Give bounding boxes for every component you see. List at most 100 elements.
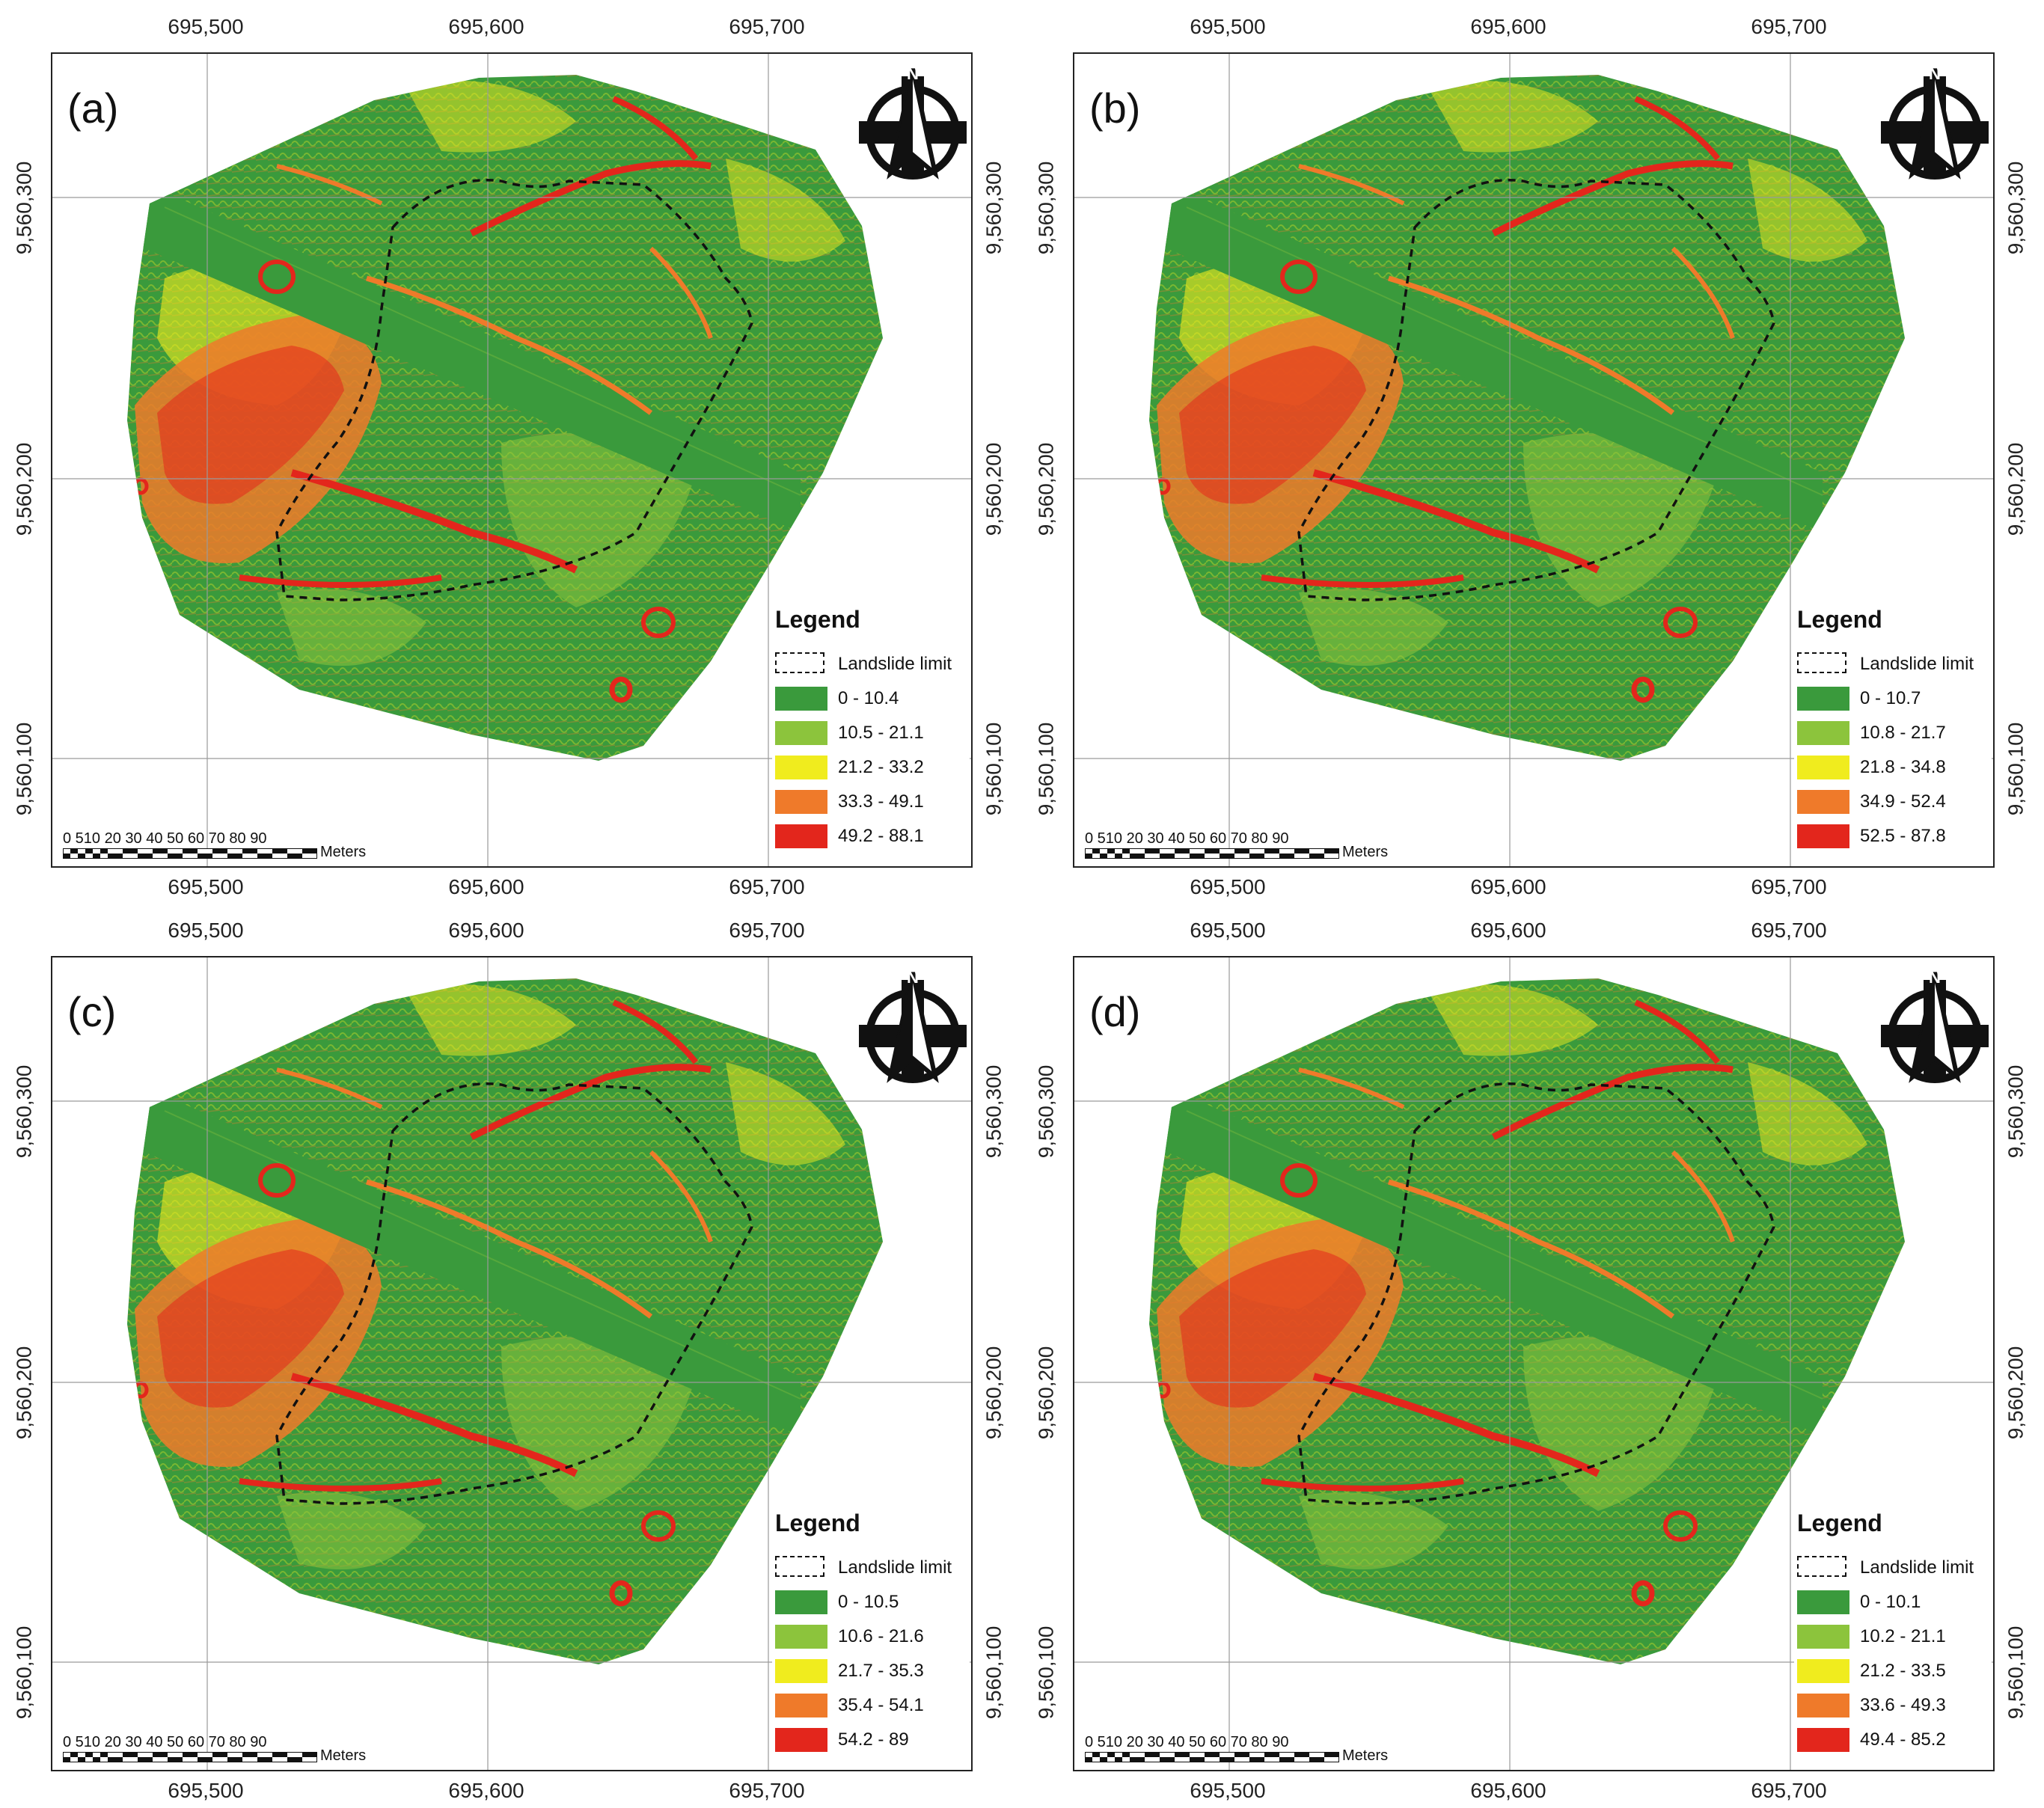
x-tick-top: 695,600 (1470, 919, 1546, 942)
map-panel-3: 695,500 695,600 695,700 695,500 695,600 … (0, 904, 1022, 1807)
scale-segment (302, 1752, 317, 1757)
legend-label: 54.2 - 89 (838, 1729, 909, 1750)
x-tick-bottom: 695,600 (1470, 875, 1546, 898)
y-tick-right: 9,560,300 (2004, 161, 2028, 255)
legend-label: 33.3 - 49.1 (838, 791, 924, 812)
scale-segment (1122, 848, 1130, 854)
legend-label: 49.2 - 88.1 (838, 826, 924, 846)
legend-swatch (775, 1590, 827, 1614)
y-tick-right: 9,560,200 (982, 1346, 1006, 1440)
scale-segment (108, 1757, 123, 1762)
scale-segment (1115, 854, 1122, 859)
scale-segment (212, 848, 227, 854)
scale-segment (1100, 1757, 1107, 1762)
y-tick-left: 9,560,200 (1034, 442, 1058, 536)
scale-segment (257, 854, 272, 859)
legend-item-class2: 10.5 - 21.1 (772, 720, 970, 747)
legend-item-class4: 33.3 - 49.1 (772, 788, 970, 815)
legend-swatch (1797, 824, 1849, 848)
scale-segment (1190, 854, 1205, 859)
y-tick-left: 9,560,200 (12, 1346, 36, 1440)
slope-map (52, 957, 971, 1770)
map-frame (51, 52, 973, 868)
scale-segment (272, 1752, 287, 1757)
y-tick-right: 9,560,300 (982, 161, 1006, 255)
scale-unit: Meters (320, 1747, 367, 1764)
legend-item-class5: 54.2 - 89 (772, 1726, 970, 1753)
y-tick-left: 9,560,300 (12, 161, 36, 255)
north-letter: N (907, 64, 919, 83)
legend-label: Landslide limit (838, 654, 952, 674)
y-tick-right: 9,560,100 (2004, 1625, 2028, 1720)
scale-segment (1092, 1752, 1100, 1757)
legend-swatch (775, 1728, 827, 1752)
legend-label: 21.8 - 34.8 (1860, 757, 1946, 777)
scale-bar: 0 510 20 30 40 50 60 70 80 90 Meters (63, 1734, 366, 1764)
legend-item-class1: 0 - 10.1 (1794, 1589, 1992, 1616)
dashed-swatch (775, 1556, 824, 1577)
scale-segment (227, 1757, 242, 1762)
north-letter: N (1929, 64, 1941, 83)
scale-segment (1309, 1757, 1324, 1762)
scale-segment (1107, 1752, 1115, 1757)
scale-segment (138, 1757, 153, 1762)
scale-segment (1294, 848, 1309, 854)
scale-segment (70, 1752, 78, 1757)
scale-segment (1085, 854, 1092, 859)
scale-segment (1205, 848, 1220, 854)
scale-unit: Meters (1342, 844, 1389, 860)
scale-segment (153, 1752, 168, 1757)
scale-bar: 0 510 20 30 40 50 60 70 80 90 Meters (1085, 1734, 1388, 1764)
scale-segment (183, 848, 198, 854)
scale-segment (93, 854, 100, 859)
scale-segment (1107, 848, 1115, 854)
y-tick-right: 9,560,100 (982, 1625, 1006, 1720)
scale-segment (1092, 848, 1100, 854)
legend-item-class4: 33.6 - 49.3 (1794, 1692, 1992, 1719)
x-tick-top: 695,700 (1751, 15, 1827, 38)
legend-swatch (775, 756, 827, 779)
scale-unit: Meters (1342, 1747, 1389, 1764)
x-tick-top: 695,500 (1190, 919, 1266, 942)
legend-label: 10.5 - 21.1 (838, 723, 924, 743)
scale-numbers: 0 510 20 30 40 50 60 70 80 90 (63, 830, 267, 847)
scale-bar: 0 510 20 30 40 50 60 70 80 90 Meters (1085, 830, 1388, 860)
legend-label: Landslide limit (838, 1557, 952, 1578)
x-tick-bottom: 695,700 (1751, 875, 1827, 898)
scale-segment (85, 1752, 93, 1757)
scale-segment (287, 854, 302, 859)
legend-item-class1: 0 - 10.4 (772, 685, 970, 712)
legend-label: 0 - 10.5 (838, 1592, 899, 1612)
dashed-swatch (1797, 652, 1846, 673)
legend-label: Landslide limit (1860, 1557, 1974, 1578)
legend-title: Legend (775, 606, 860, 633)
legend-item-landslide: Landslide limit (772, 651, 970, 678)
scale-segment (212, 1752, 227, 1757)
legend-swatch (775, 1659, 827, 1683)
legend-swatch (775, 790, 827, 814)
legend-item-class5: 49.4 - 85.2 (1794, 1726, 1992, 1753)
scale-unit: Meters (320, 844, 367, 860)
panel-label: (b) (1089, 85, 1141, 132)
aoi-group (127, 978, 883, 1664)
scale-segment (1122, 1752, 1130, 1757)
scale-segment (1264, 848, 1279, 854)
legend-item-class1: 0 - 10.7 (1794, 685, 1992, 712)
legend-label: 52.5 - 87.8 (1860, 826, 1946, 846)
scale-segment (1190, 1757, 1205, 1762)
legend-item-class2: 10.2 - 21.1 (1794, 1623, 1992, 1650)
x-tick-top: 695,600 (1470, 15, 1546, 38)
legend-swatch (1797, 1659, 1849, 1683)
legend: Legend Landslide limit 0 - 10.7 10.8 - 2… (1794, 603, 1992, 865)
scale-segment (1279, 1757, 1294, 1762)
legend-item-landslide: Landslide limit (1794, 651, 1992, 678)
aoi-group (127, 75, 883, 761)
scale-segment (227, 854, 242, 859)
legend-item-class3: 21.8 - 34.8 (1794, 754, 1992, 781)
legend-item-class1: 0 - 10.5 (772, 1589, 970, 1616)
legend-title: Legend (1797, 606, 1882, 633)
scale-segment (272, 848, 287, 854)
legend-title: Legend (1797, 1510, 1882, 1536)
y-tick-right: 9,560,100 (982, 722, 1006, 816)
y-tick-left: 9,560,100 (12, 1625, 36, 1720)
